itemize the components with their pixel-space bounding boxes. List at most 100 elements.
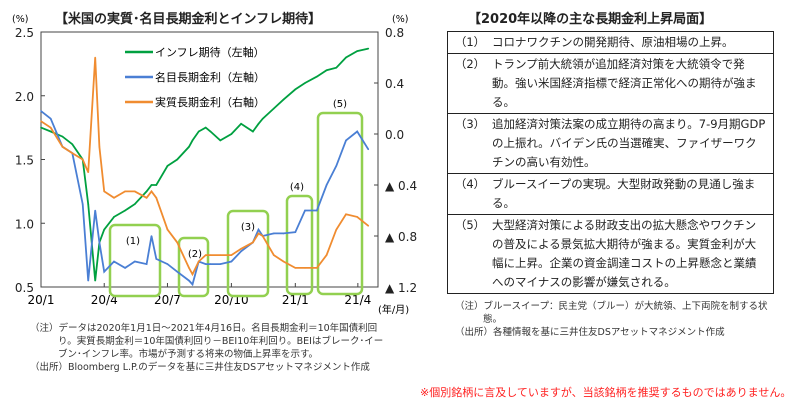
data-point [191,139,194,142]
data-point [356,50,358,52]
left-tick-label: 1.5 [15,154,34,168]
series-line-3 [40,57,369,277]
data-point [204,263,207,265]
left-unit: (%) [12,14,28,25]
data-point [197,260,200,263]
data-point [252,130,254,133]
annotation-box [316,111,364,296]
data-point [316,209,318,212]
data-point [272,254,275,256]
data-point [113,196,115,199]
data-point [191,273,194,276]
x-tick-label: 21/4 [344,293,371,307]
table-row: （3） 追加経済対策法案の成立期待の高まり。7-9月期GDPの上振れ。バイデン氏の… [447,113,774,174]
data-point [240,247,242,250]
annotation-box [226,209,270,298]
data-point [272,232,275,235]
row-text: 追加経済対策法案の成立期待の高まり。7-9月期GDPの上振れ。バイデン氏の当選確… [492,113,774,174]
data-point [219,139,222,142]
data-point [230,133,233,135]
data-point [304,209,306,212]
x-tick-label: 21/1 [282,293,309,307]
data-point [230,260,233,263]
data-point [294,88,297,91]
data-point [316,267,318,269]
events-table: （1） コロナワクチンの開発期待、原油相場の上昇。 （2） トランプ前大統領が追加経済… [447,31,774,294]
data-point [282,232,285,235]
table-title: 【2020年以降の主な長期金利上昇局面】 [468,12,713,27]
annotation-label: (2) [188,249,202,260]
table-row: （5） 大型経済対策による財政支出の拡大懸念やワクチンの普及による景気拡大期待が強… [447,214,774,294]
data-point [325,184,328,186]
data-point [71,143,74,145]
annotation-label: (3) [241,222,255,233]
right-tick-label: 0.0 [385,128,404,142]
right-tick-label: ▲ 1.2 [385,281,417,295]
data-point [335,66,338,69]
data-point [209,130,212,133]
annotation-label: (1) [126,236,140,247]
data-point [61,135,64,138]
right-note: （注）ブルースイープ：民主党（ブルー）が大統領、上下両院を制する状態。 （出所）… [447,300,774,339]
x-tick-label: 20/7 [154,293,181,307]
data-point [49,126,52,129]
data-point [81,158,84,161]
table-row: （2） トランプ前大統領が追加経済対策を大統領令で発動。強い米国経済指標で経済正常… [447,53,774,114]
annotation-label: (5) [333,99,347,110]
data-point [188,267,190,269]
data-point [304,267,306,269]
data-point [94,279,96,282]
data-point [94,56,96,59]
left-note: （注）データは2020年1月1日～2021年4月16日。名目長期金利＝10年国債… [30,322,390,374]
data-point [282,260,285,263]
right-tick-label: 0.4 [385,77,404,91]
left-note-line: （注）データは2020年1月1日～2021年4月16日。名目長期金利＝10年国債… [30,323,384,360]
right-tick-label: 0.8 [385,26,404,40]
data-point [145,196,148,199]
data-point [40,110,42,112]
data-point [49,117,52,120]
data-point [166,228,169,231]
data-point [304,82,306,84]
right-tick-label: ▲ 0.4 [385,179,417,193]
data-point [155,196,158,199]
data-point [188,145,190,148]
data-point [197,130,200,133]
data-point [176,270,178,273]
data-point [166,165,169,167]
disclaimer: ※個別銘柄に言及していますが、当該銘柄を推奨するものではありません。 [420,386,792,399]
left-tick-label: 0.5 [15,281,34,295]
data-point [335,228,338,231]
data-point [134,260,136,263]
row-number: （3） [447,113,492,174]
data-point [176,241,178,244]
data-point [257,232,260,235]
data-point [257,123,260,125]
annotation-label: (4) [290,182,304,193]
row-text: トランプ前大統領が追加経済対策を大統領令で発動。強い米国経済指標で経済正常化への… [492,53,774,114]
data-point [124,190,126,193]
annotation-box [285,194,314,296]
data-point [113,260,115,263]
data-point [134,203,136,205]
data-point [219,263,222,265]
data-point [40,120,42,123]
data-point [209,254,212,256]
data-point [345,213,347,216]
data-point [113,216,115,218]
data-point [155,184,158,186]
legend-label: インフレ期待（左軸） [155,45,265,59]
data-point [98,241,101,244]
data-point [71,152,74,154]
data-point [124,209,126,212]
x-unit: (年/月) [378,303,409,316]
data-point [345,139,347,142]
data-point [134,190,136,193]
series-line-1 [40,47,369,281]
right-source-line: （出所）各種情報を基に三井住友DSアセットマネジメント作成 [455,327,725,338]
data-point [252,241,254,244]
data-point [230,254,233,256]
data-point [204,254,207,256]
data-point [188,279,190,282]
data-point [325,69,328,72]
